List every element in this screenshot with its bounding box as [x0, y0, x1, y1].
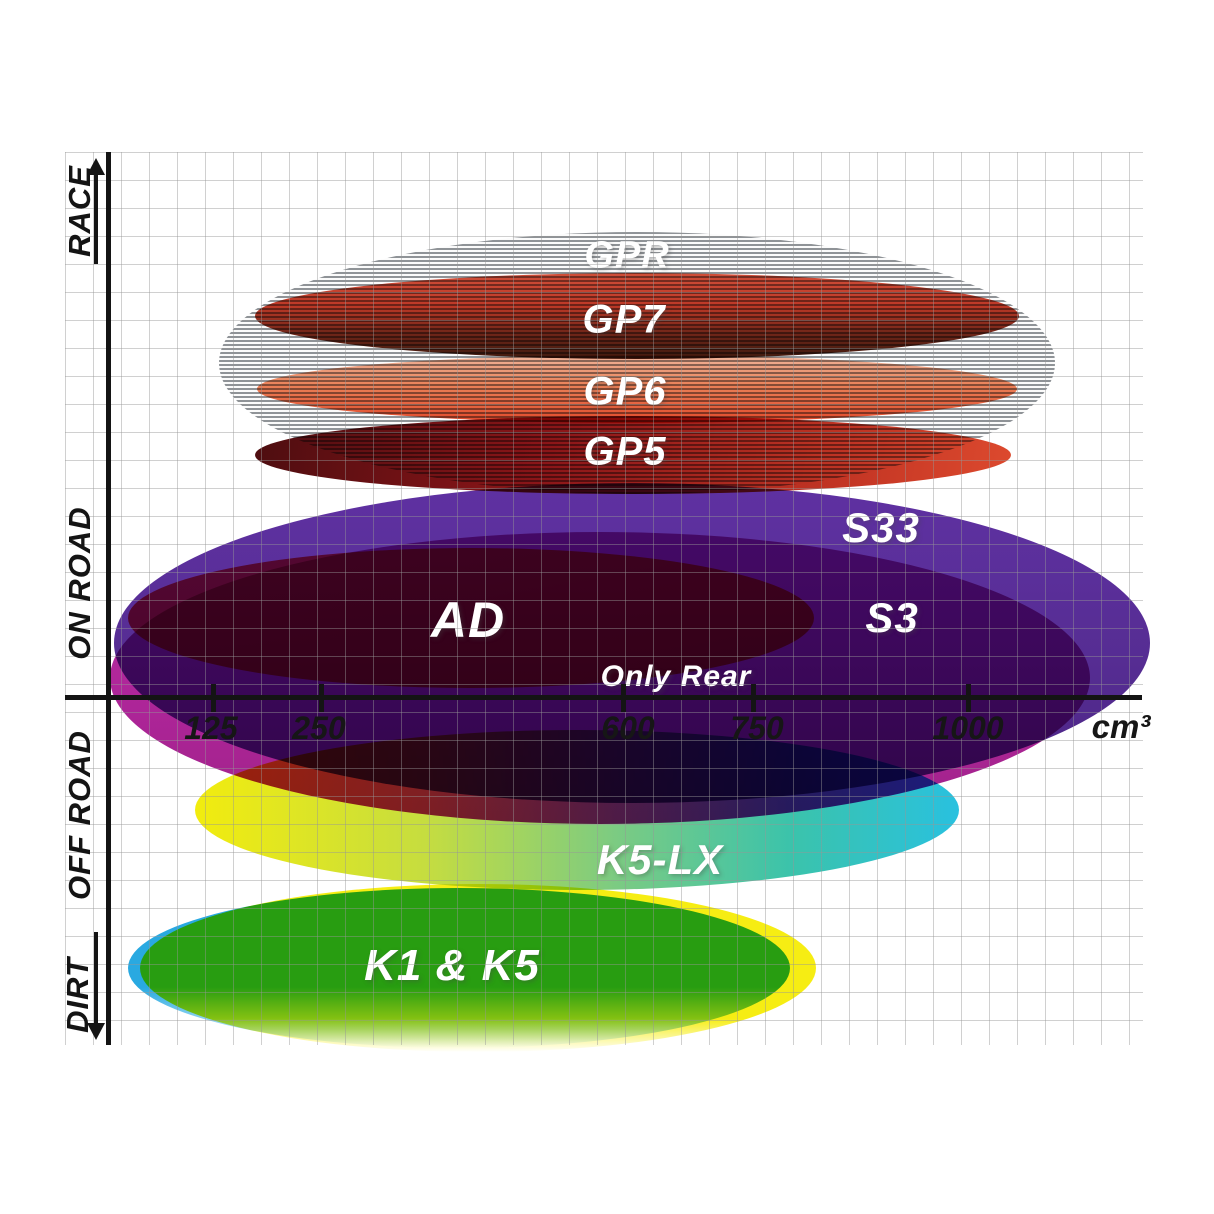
label-ad: AD: [430, 592, 506, 648]
ellipse-ad: [128, 548, 814, 688]
x-axis-line: [65, 695, 1142, 700]
y-axis-line: [106, 152, 111, 1045]
label-gp5: GP5: [583, 429, 667, 474]
label-k5lx: K5-LX: [596, 836, 724, 883]
x-tick-250: [319, 684, 324, 712]
label-s33: S33: [842, 504, 920, 551]
y-label-on-road: ON ROAD: [62, 506, 97, 660]
ellipse-k1k5: [128, 888, 790, 1048]
label-k1k5: K1 & K5: [364, 941, 540, 990]
x-tick-750: [751, 684, 756, 712]
y-label-off-road: OFF ROAD: [62, 730, 97, 900]
y-label-race: RACE: [62, 165, 97, 257]
x-tick-125: [211, 684, 216, 712]
down-arrow-icon: [94, 932, 98, 1024]
label-gpr: GPR: [584, 234, 670, 277]
x-tick-label-1000: 1000: [932, 710, 1004, 746]
x-tick-label-600: 600: [601, 710, 655, 746]
ellipse-gp7: [255, 273, 1019, 359]
label-s3: S3: [865, 594, 919, 641]
x-tick-label-750: 750: [730, 710, 784, 746]
up-arrow-icon: [94, 174, 98, 264]
ellipse-k5lx: [195, 730, 959, 890]
x-tick-label-250: 250: [292, 710, 346, 746]
x-tick-600: [621, 684, 626, 712]
x-tick-label-125: 125: [184, 710, 238, 746]
label-gp6: GP6: [583, 369, 667, 414]
x-axis-unit-label: cm³: [1091, 708, 1151, 745]
y-label-dirt: DIRT: [60, 957, 95, 1033]
ellipse-gp6: [257, 355, 1017, 423]
label-gp7: GP7: [582, 297, 666, 342]
x-tick-1000: [966, 684, 971, 712]
ellipse-gp5: [255, 416, 1011, 494]
